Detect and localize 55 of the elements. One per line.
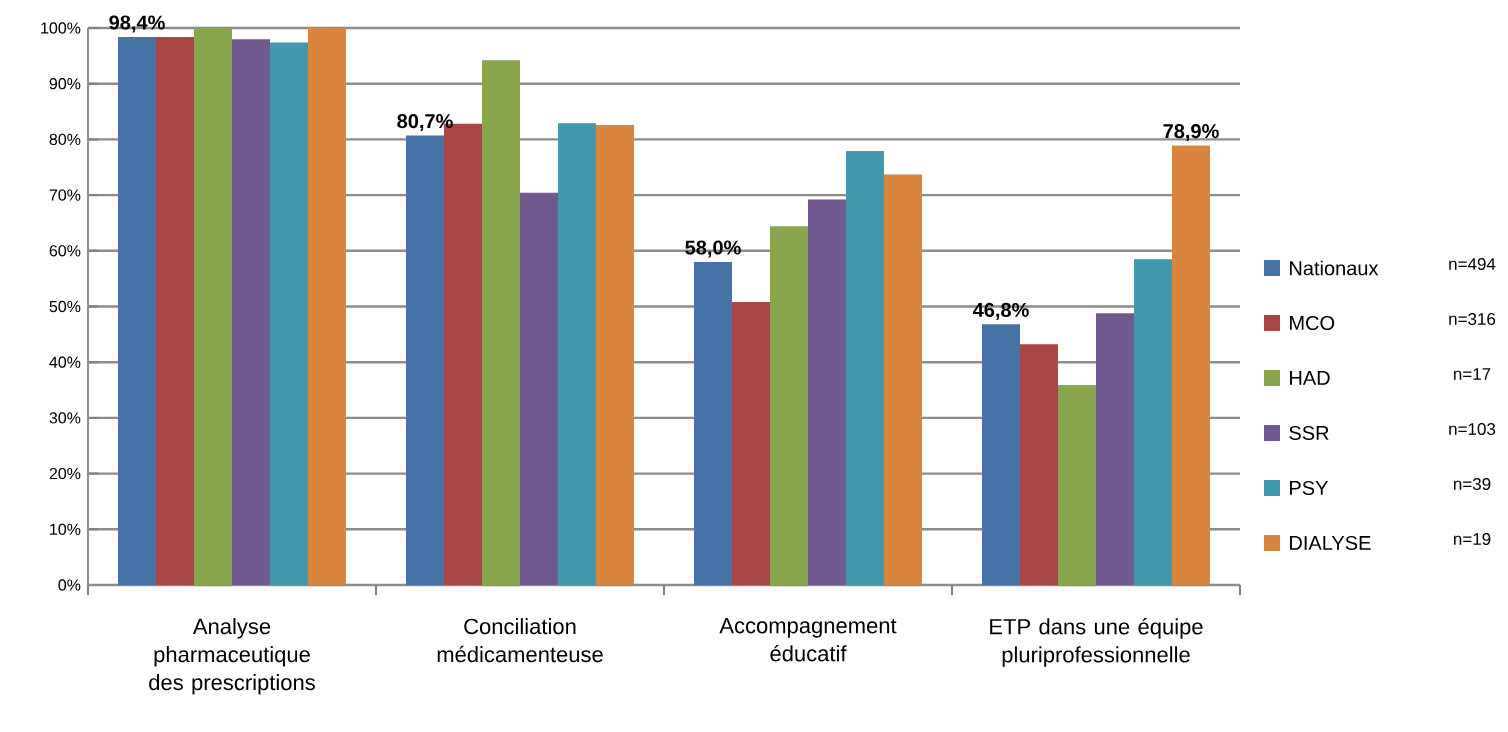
y-tick-label: 20% xyxy=(49,467,81,480)
legend-label: Nationaux xyxy=(1290,260,1379,276)
y-tick-label: 60% xyxy=(49,245,81,257)
y-tick-label: 50% xyxy=(49,300,81,313)
bar xyxy=(694,261,732,585)
y-tick-label: 100% xyxy=(41,22,81,34)
legend-label: DIALYSE xyxy=(1290,535,1371,551)
x-tick-label: Accompagnement éducatif xyxy=(719,618,897,662)
y-tick-label: 80% xyxy=(49,133,81,146)
text: n=17 xyxy=(1454,368,1491,380)
bar xyxy=(884,174,923,585)
data-label: 80,7% xyxy=(397,114,453,132)
y-tick-label: 70% xyxy=(49,189,81,201)
bar xyxy=(808,199,847,585)
legend-label: MCO xyxy=(1290,315,1335,331)
bar xyxy=(1096,313,1134,585)
x-tick-label: ETP dans une équipe pluriprofessionnelle xyxy=(990,618,1203,667)
x-tick-label: Conciliation médicamenteuse xyxy=(437,618,603,663)
bar xyxy=(232,39,271,585)
legend-label: HAD xyxy=(1290,371,1330,385)
legend-label: SSR xyxy=(1289,425,1329,441)
data-label: 58,0% xyxy=(685,240,741,258)
bar xyxy=(520,192,559,585)
bar xyxy=(1134,259,1172,585)
y-tick-label: 10% xyxy=(50,523,81,535)
data-label: 78,9% xyxy=(1163,124,1219,142)
bar xyxy=(1020,344,1059,585)
text: n=103 xyxy=(1449,422,1496,435)
y-tick-label: 0% xyxy=(58,579,81,591)
x-tick-label: Analyse pharmaceutique des prescriptions xyxy=(149,618,315,695)
text: n=19 xyxy=(1454,532,1491,545)
bar xyxy=(194,27,233,585)
data-label: 98,4% xyxy=(109,15,165,33)
text: n=39 xyxy=(1454,477,1491,490)
text: n=316 xyxy=(1449,312,1496,325)
bar xyxy=(270,42,309,585)
legend-label: PSY xyxy=(1290,480,1329,496)
text: n=494 xyxy=(1449,257,1496,270)
data-label: 46,8% xyxy=(972,302,1029,320)
bar xyxy=(482,60,521,585)
y-tick-label: 30% xyxy=(49,412,81,424)
y-tick-label: 90% xyxy=(49,78,81,90)
bar xyxy=(1172,145,1210,585)
bar xyxy=(1058,385,1096,585)
bar xyxy=(982,324,1021,585)
bar xyxy=(596,124,635,585)
bar xyxy=(308,27,347,585)
bar xyxy=(156,36,195,585)
bar xyxy=(846,151,885,585)
bar xyxy=(118,36,157,585)
bar xyxy=(558,123,597,585)
bar xyxy=(406,135,445,585)
bar xyxy=(732,302,770,585)
y-tick-label: 40% xyxy=(49,356,81,368)
bar xyxy=(770,226,809,585)
